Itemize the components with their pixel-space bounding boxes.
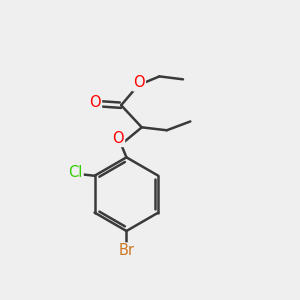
Text: O: O (112, 131, 124, 146)
Text: Br: Br (118, 244, 134, 259)
Text: O: O (133, 75, 145, 90)
Text: Cl: Cl (68, 165, 83, 180)
Text: O: O (89, 95, 101, 110)
